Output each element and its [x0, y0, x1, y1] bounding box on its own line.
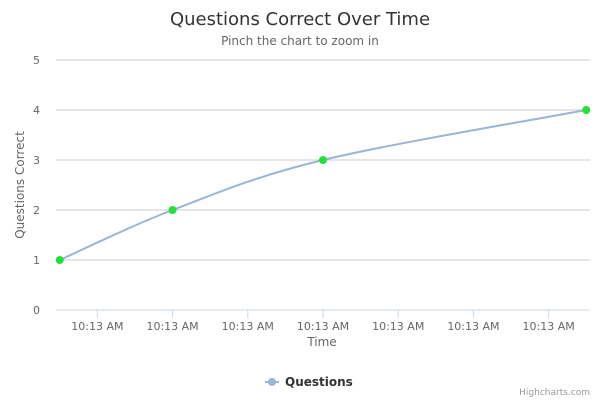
series-group — [55, 106, 591, 264]
y-axis-title: Questions Correct — [13, 131, 27, 239]
data-point-0-3[interactable] — [582, 106, 591, 114]
x-tick-label-6: 10:13 AM — [523, 320, 575, 333]
x-axis-title: Time — [306, 335, 336, 349]
legend-item-questions[interactable]: Questions — [285, 375, 353, 389]
x-tick-label-5: 10:13 AM — [447, 320, 499, 333]
legend-marker-icon — [268, 378, 276, 386]
y-tick-label-0: 0 — [33, 304, 40, 317]
series-line-0[interactable] — [59, 109, 587, 261]
chart-title: Questions Correct Over Time — [170, 9, 430, 30]
x-tick-label-1: 10:13 AM — [146, 320, 198, 333]
data-point-0-2[interactable] — [319, 156, 327, 164]
y-tick-label-3: 3 — [33, 154, 40, 167]
y-axis-ticks: 0 1 2 3 4 5 — [33, 54, 40, 317]
y-tick-label-4: 4 — [33, 104, 40, 117]
y-tick-label-2: 2 — [33, 204, 40, 217]
y-tick-label-5: 5 — [33, 54, 40, 67]
x-tick-label-0: 10:13 AM — [71, 320, 123, 333]
x-axis: 10:13 AM 10:13 AM 10:13 AM 10:13 AM 10:13 AM… — [56, 309, 590, 333]
credits-link[interactable]: Highcharts.com — [519, 388, 590, 398]
legend[interactable]: Questions — [265, 375, 353, 389]
data-point-0-1[interactable] — [168, 206, 177, 214]
x-tick-label-2: 10:13 AM — [222, 320, 274, 333]
x-tick-label-4: 10:13 AM — [372, 320, 424, 333]
y-tick-label-1: 1 — [33, 254, 40, 267]
data-point-0-0[interactable] — [55, 256, 64, 264]
chart-subtitle: Pinch the chart to zoom in — [221, 34, 379, 48]
x-tick-label-3: 10:13 AM — [297, 320, 349, 333]
